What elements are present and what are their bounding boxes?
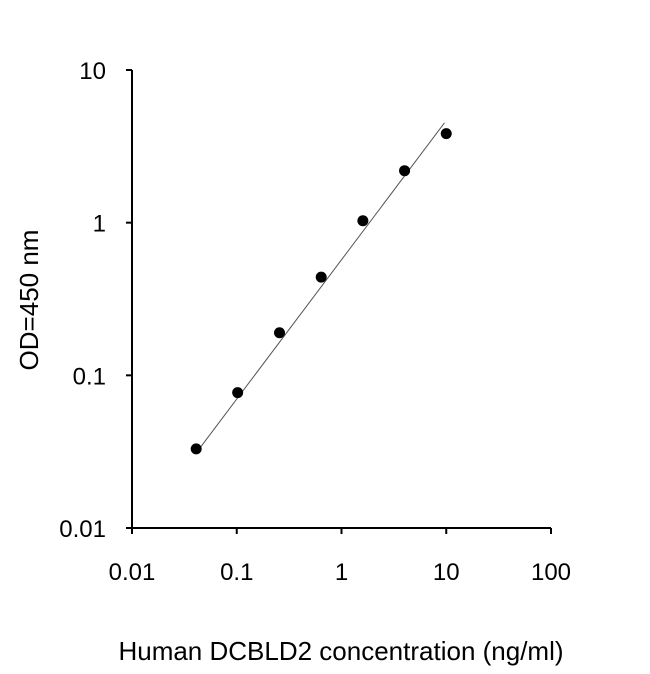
data-point: [315, 271, 327, 283]
y-tick-label: 10: [79, 58, 106, 85]
x-axis-title: Human DCBLD2 concentration (ng/ml): [118, 636, 563, 666]
data-point: [357, 215, 369, 227]
data-point: [232, 387, 244, 399]
y-axis-title: OD=450 nm: [14, 230, 44, 371]
data-point: [399, 165, 411, 177]
y-tick-label: 0.01: [59, 516, 106, 543]
data-point: [274, 327, 286, 339]
data-point: [440, 128, 452, 140]
data-point: [190, 443, 202, 455]
y-tick-label: 0.1: [73, 363, 106, 390]
x-tick-label: 100: [531, 559, 571, 586]
x-tick-label: 0.1: [220, 559, 253, 586]
x-tick-label: 0.01: [109, 559, 156, 586]
y-tick-label: 1: [93, 211, 106, 238]
x-tick-label: 10: [433, 559, 460, 586]
x-tick-label: 1: [335, 559, 348, 586]
